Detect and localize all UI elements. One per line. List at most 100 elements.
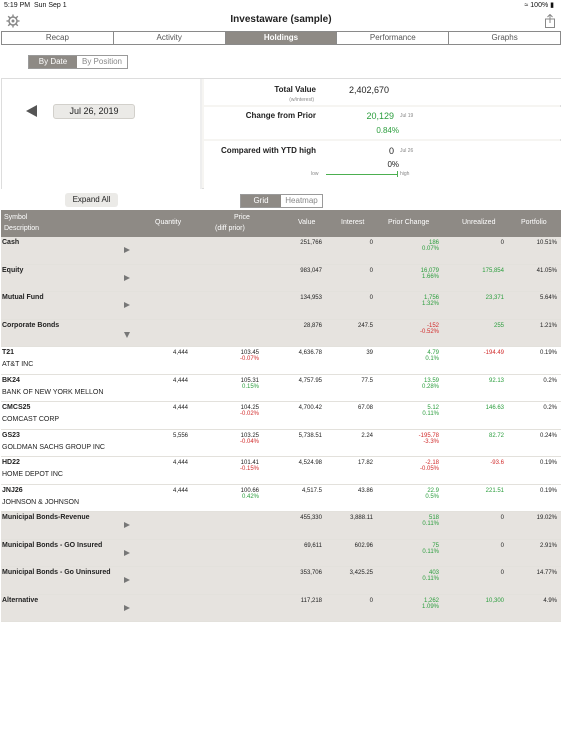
col-unrealized[interactable]: Unrealized (462, 219, 496, 226)
date-selector: Jul 26, 2019 (2, 79, 202, 189)
expand-all-button[interactable]: Expand All (65, 193, 118, 207)
expand-arrow-icon[interactable] (124, 522, 130, 528)
table-row[interactable]: Municipal Bonds - Go Uninsured 353,706 3… (1, 567, 561, 595)
total-value-label: Total Value (274, 85, 316, 94)
row-price: 100.66 (240, 487, 259, 494)
table-row[interactable]: BK24 BANK OF NEW YORK MELLON 4,444 105.3… (1, 374, 561, 402)
tab-activity[interactable]: Activity (113, 32, 226, 44)
row-name: Municipal Bonds - Go Uninsured (2, 569, 111, 576)
row-prior-change-pct: -0.52% (419, 328, 439, 335)
row-price-diff: 0.42% (241, 493, 259, 500)
row-interest: 3,425.25 (349, 570, 373, 576)
expand-arrow-icon[interactable] (124, 274, 130, 281)
expand-arrow-icon[interactable] (124, 604, 130, 611)
date-button[interactable]: Jul 26, 2019 (53, 104, 135, 119)
tab-graphs[interactable]: Graphs (449, 32, 560, 44)
table-row[interactable]: Municipal Bonds - GO Insured 69,611 602.… (1, 539, 561, 567)
sort-by-date-button[interactable]: By Date (29, 56, 77, 68)
table-row[interactable]: Corporate Bonds 28,876 247.5 -152 -0.52%… (1, 319, 561, 347)
row-description: BANK OF NEW YORK MELLON (2, 388, 104, 396)
row-description: GOLDMAN SACHS GROUP INC (2, 443, 105, 451)
table-row[interactable]: GS23 GOLDMAN SACHS GROUP INC 5,556 103.2… (1, 429, 561, 457)
table-row[interactable]: HD22 HOME DEPOT INC 4,444 101.41 -0.15% … (1, 457, 561, 485)
col-quantity[interactable]: Quantity (155, 219, 182, 226)
row-symbol: GS23 (2, 431, 20, 439)
table-row[interactable]: Alternative 117,218 0 1,262 1.09% 10,300… (1, 594, 561, 622)
sort-segment: By Date By Position (28, 55, 128, 69)
row-prior-change: 16,079 (420, 267, 439, 274)
row-unrealized: 255 (493, 322, 504, 329)
row-prior-change: 186 (428, 240, 439, 246)
settings-gear-icon[interactable] (6, 14, 20, 28)
row-interest: 247.5 (357, 322, 373, 329)
ytd-low-label: low (311, 171, 319, 177)
status-bar: 5:19 PM Sun Sep 1 ≈ 100% ▮ (0, 0, 562, 12)
table-row[interactable]: Cash 251,766 0 186 0.07% 0 10.51% (1, 237, 561, 265)
row-value: 353,706 (300, 570, 322, 576)
table-row[interactable]: Municipal Bonds-Revenue 455,330 3,888.11… (1, 512, 561, 540)
row-symbol: HD22 (2, 459, 20, 466)
col-prior-change[interactable]: Prior Change (388, 219, 430, 226)
table-row[interactable]: T21 AT&T INC 4,444 103.45 -0.07% 4,636.7… (1, 347, 561, 375)
row-quantity: 4,444 (172, 487, 188, 494)
tab-holdings[interactable]: Holdings (225, 32, 338, 44)
row-unrealized: 92.13 (488, 377, 504, 384)
row-symbol: BK24 (2, 376, 20, 384)
grid-header: Symbol Description Quantity Price (diff … (1, 210, 561, 237)
row-value: 983,047 (300, 267, 322, 274)
row-interest: 2.24 (361, 432, 373, 439)
table-row[interactable]: CMCS25 COMCAST CORP 4,444 104.25 -0.02% … (1, 402, 561, 430)
table-row[interactable]: Equity 983,047 0 16,079 1.66% 175,854 41… (1, 264, 561, 292)
col-interest[interactable]: Interest (341, 219, 365, 226)
col-price-diff: (diff prior) (215, 225, 245, 232)
row-quantity: 4,444 (172, 460, 188, 466)
row-value: 5,738.51 (298, 432, 322, 439)
expand-arrow-icon[interactable] (124, 577, 130, 583)
table-row[interactable]: Mutual Fund 134,953 0 1,756 1.32% 23,371… (1, 292, 561, 320)
row-unrealized: 146.63 (485, 405, 504, 411)
col-portfolio[interactable]: Portfolio (521, 219, 547, 226)
row-name: Municipal Bonds - GO Insured (2, 541, 103, 549)
title-bar: Investaware (sample) (0, 12, 562, 30)
row-interest: 0 (369, 295, 373, 301)
share-icon[interactable] (544, 14, 556, 28)
row-interest: 17.82 (357, 460, 373, 466)
previous-date-arrow-icon[interactable] (26, 105, 37, 117)
row-price: 105.31 (240, 377, 259, 384)
col-value[interactable]: Value (298, 219, 316, 226)
row-price-diff: 0.15% (241, 383, 259, 390)
col-symbol[interactable]: Symbol (4, 214, 28, 221)
row-name: Mutual Fund (2, 294, 44, 301)
row-name: Equity (2, 266, 24, 274)
row-unrealized: 82.72 (488, 432, 504, 439)
row-unrealized: 0 (500, 570, 504, 576)
collapse-arrow-icon[interactable] (124, 331, 130, 338)
row-portfolio: 0.24% (539, 432, 557, 439)
main-tabs: Recap Activity Holdings Performance Grap… (1, 31, 561, 45)
row-interest: 602.96 (354, 542, 373, 549)
expand-arrow-icon[interactable] (124, 549, 130, 556)
ytd-high-label: high (400, 171, 410, 177)
expand-arrow-icon[interactable] (124, 302, 130, 308)
row-symbol: CMCS25 (2, 404, 31, 411)
sort-by-position-button[interactable]: By Position (81, 57, 123, 66)
row-price: 101.41 (240, 460, 259, 466)
row-prior-change: 22.9 (427, 487, 439, 494)
col-description[interactable]: Description (4, 225, 40, 232)
expand-arrow-icon[interactable] (124, 247, 130, 253)
tab-recap[interactable]: Recap (2, 32, 114, 44)
status-right: ≈ 100% ▮ (524, 0, 554, 12)
row-prior-change: 403 (428, 570, 439, 576)
heatmap-view-button[interactable]: Heatmap (285, 196, 318, 205)
row-value: 4,700.42 (298, 405, 322, 411)
table-row[interactable]: JNJ26 JOHNSON & JOHNSON 4,444 100.66 0.4… (1, 484, 561, 512)
row-portfolio: 5.64% (539, 295, 557, 301)
row-prior-change: 1,756 (423, 295, 439, 301)
row-prior-change: 4.79 (427, 350, 439, 356)
tab-performance[interactable]: Performance (337, 32, 450, 44)
grid-view-button[interactable]: Grid (241, 195, 281, 207)
row-portfolio: 19.02% (536, 515, 557, 521)
row-description: HOME DEPOT INC (2, 471, 63, 478)
col-price[interactable]: Price (234, 214, 250, 221)
row-prior-change: 75 (432, 542, 439, 549)
